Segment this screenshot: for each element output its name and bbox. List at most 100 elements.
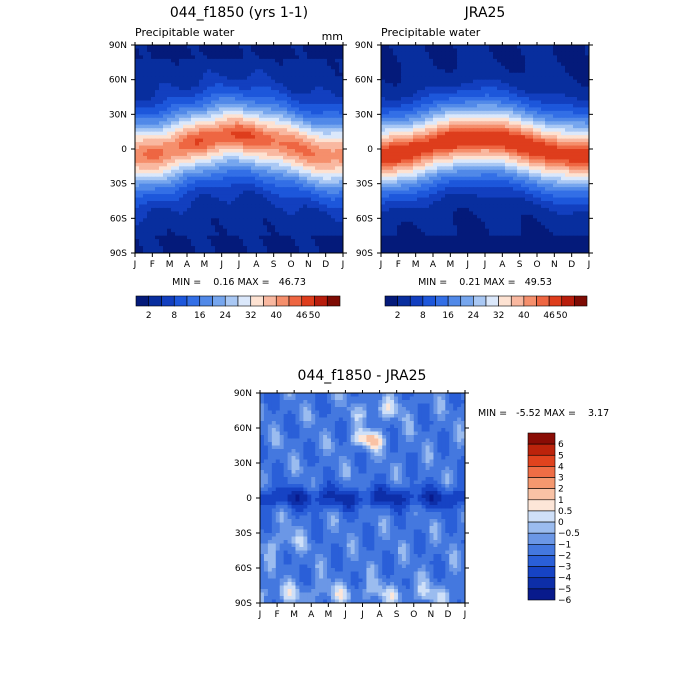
heatmap-cell (335, 142, 340, 147)
heatmap-cell (199, 79, 204, 84)
heatmap-cell (155, 246, 160, 251)
heatmap-cell (489, 100, 494, 105)
heatmap-cell (203, 90, 208, 95)
heatmap-cell (457, 152, 462, 157)
heatmap-cell (211, 76, 216, 81)
heatmap-cell (417, 121, 422, 126)
heatmap-cell (437, 93, 442, 98)
heatmap-cell (533, 110, 538, 115)
heatmap-cell (537, 152, 542, 157)
heatmap-cell (319, 194, 324, 199)
heatmap-cell (481, 159, 486, 164)
heatmap-cell (521, 117, 526, 122)
heatmap-cell (311, 239, 316, 244)
heatmap-cell (389, 131, 394, 136)
heatmap-cell (283, 145, 288, 150)
heatmap-cell (147, 83, 152, 88)
heatmap-cell (433, 58, 438, 63)
heatmap-cell (311, 124, 316, 129)
heatmap-cell (327, 48, 332, 53)
heatmap-cell (159, 162, 164, 167)
heatmap-cell (493, 117, 498, 122)
heatmap-cell (521, 48, 526, 53)
heatmap-cell (509, 55, 514, 60)
heatmap-cell (187, 90, 192, 95)
heatmap-cell (143, 62, 148, 67)
heatmap-cell (307, 173, 312, 178)
heatmap-cell (211, 232, 216, 237)
heatmap-cell (437, 159, 442, 164)
heatmap-cell (143, 239, 148, 244)
heatmap-cell (183, 232, 188, 237)
heatmap-cell (139, 72, 144, 77)
heatmap-cell (215, 90, 220, 95)
heatmap-cell (139, 218, 144, 223)
heatmap-cell (433, 76, 438, 81)
heatmap-cell (323, 79, 328, 84)
heatmap-cell (199, 214, 204, 219)
heatmap-cell (299, 107, 304, 112)
heatmap-cell (393, 155, 398, 160)
heatmap-cell (335, 228, 340, 233)
heatmap-cell (159, 228, 164, 233)
heatmap-cell (147, 155, 152, 160)
heatmap-cell (247, 86, 252, 91)
panel1-subtitle: Precipitable water (135, 26, 235, 39)
heatmap-cell (155, 131, 160, 136)
heatmap-cell (569, 152, 574, 157)
heatmap-cell (255, 225, 260, 230)
heatmap-cell (239, 152, 244, 157)
heatmap-cell (331, 159, 336, 164)
heatmap-cell (573, 86, 578, 91)
heatmap-cell (545, 45, 550, 50)
heatmap-cell (275, 194, 280, 199)
heatmap-cell (381, 114, 386, 119)
heatmap-cell (545, 103, 550, 108)
heatmap-cell (171, 76, 176, 81)
heatmap-cell (239, 246, 244, 251)
heatmap-cell (561, 58, 566, 63)
heatmap-cell (573, 121, 578, 126)
heatmap-cell (207, 110, 212, 115)
heatmap-cell (331, 58, 336, 63)
heatmap-cell (549, 69, 554, 74)
heatmap-cell (219, 90, 224, 95)
heatmap-cell (263, 121, 268, 126)
heatmap-cell (445, 128, 450, 133)
heatmap-cell (223, 107, 228, 112)
heatmap-cell (473, 155, 478, 160)
heatmap-cell (143, 90, 148, 95)
heatmap-cell (267, 159, 272, 164)
heatmap-cell (247, 149, 252, 154)
heatmap-cell (175, 239, 180, 244)
heatmap-cell (163, 183, 168, 188)
heatmap-cell (489, 110, 494, 115)
heatmap-cell (231, 176, 236, 181)
heatmap-cell (199, 90, 204, 95)
heatmap-cell (215, 239, 220, 244)
heatmap-cell (235, 173, 240, 178)
heatmap-cell (327, 79, 332, 84)
heatmap-cell (513, 48, 518, 53)
heatmap-cell (529, 138, 534, 143)
heatmap-cell (327, 204, 332, 209)
heatmap-cell (319, 221, 324, 226)
heatmap-cell (207, 90, 212, 95)
heatmap-cell (327, 218, 332, 223)
heatmap-cell (203, 121, 208, 126)
heatmap-cell (231, 211, 236, 216)
heatmap-cell (417, 117, 422, 122)
heatmap-cell (151, 201, 156, 206)
heatmap-cell (541, 55, 546, 60)
heatmap-cell (135, 103, 140, 108)
heatmap-cell (533, 145, 538, 150)
heatmap-cell (135, 183, 140, 188)
heatmap-cell (323, 117, 328, 122)
heatmap-cell (207, 228, 212, 233)
heatmap-cell (489, 128, 494, 133)
heatmap-cell (425, 69, 430, 74)
heatmap-cell (255, 62, 260, 67)
heatmap-cell (577, 93, 582, 98)
heatmap-cell (331, 83, 336, 88)
heatmap-cell (569, 124, 574, 129)
